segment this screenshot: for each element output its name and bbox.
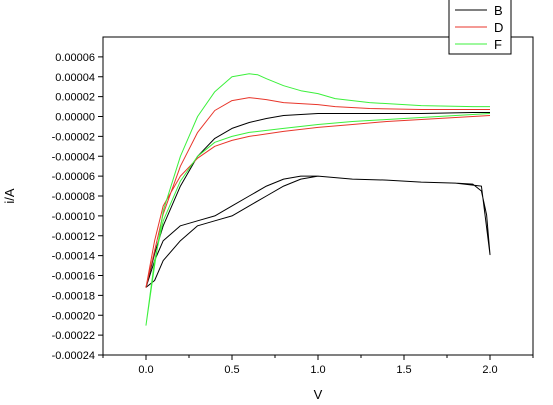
y-tick-label: -0.00012 (52, 231, 95, 243)
y-tick-label: -0.00006 (52, 171, 95, 183)
y-tick-label: 0.00000 (55, 112, 95, 124)
series-line-b (145, 175, 491, 288)
y-tick-label: 0.00006 (55, 52, 95, 64)
y-tick-label: -0.00014 (52, 251, 95, 263)
y-tick-label: -0.00024 (52, 350, 95, 362)
y-tick-label: -0.00020 (52, 310, 95, 322)
y-tick-label: -0.00010 (52, 211, 95, 223)
x-tick-label: 1.5 (396, 364, 411, 376)
x-tick-label: 2.0 (482, 364, 497, 376)
y-tick-label: -0.00016 (52, 271, 95, 283)
x-axis: 0.0 0.5 1.0 1.5 2.0 (102, 355, 534, 376)
series-line-d (145, 97, 491, 288)
y-tick-label: -0.00008 (52, 191, 95, 203)
series-line-b-return (145, 112, 490, 288)
y-tick-label: 0.00002 (55, 92, 95, 104)
y-tick-label: 0.00004 (55, 72, 95, 84)
y-tick-label: -0.00022 (52, 330, 95, 342)
x-axis-label: V (314, 387, 323, 402)
x-tick-label: 0.5 (224, 364, 239, 376)
y-tick-label: -0.00004 (52, 151, 95, 163)
x-tick-label: 1.0 (310, 364, 325, 376)
x-tick-label: 0.0 (138, 364, 153, 376)
y-tick-label: -0.00018 (52, 290, 95, 302)
y-axis-label: i/A (2, 188, 17, 204)
legend-label-f: F (494, 37, 502, 52)
legend-label-d: D (494, 20, 503, 35)
y-tick-label: -0.00002 (52, 131, 95, 143)
series-line-f (145, 73, 491, 326)
series-lines (145, 73, 491, 326)
legend-label-b: B (494, 3, 503, 18)
y-axis: 0.00006 0.00004 0.00002 0.00000 -0.00002 -0.0… (52, 52, 103, 362)
legend: BDF (448, 0, 512, 55)
